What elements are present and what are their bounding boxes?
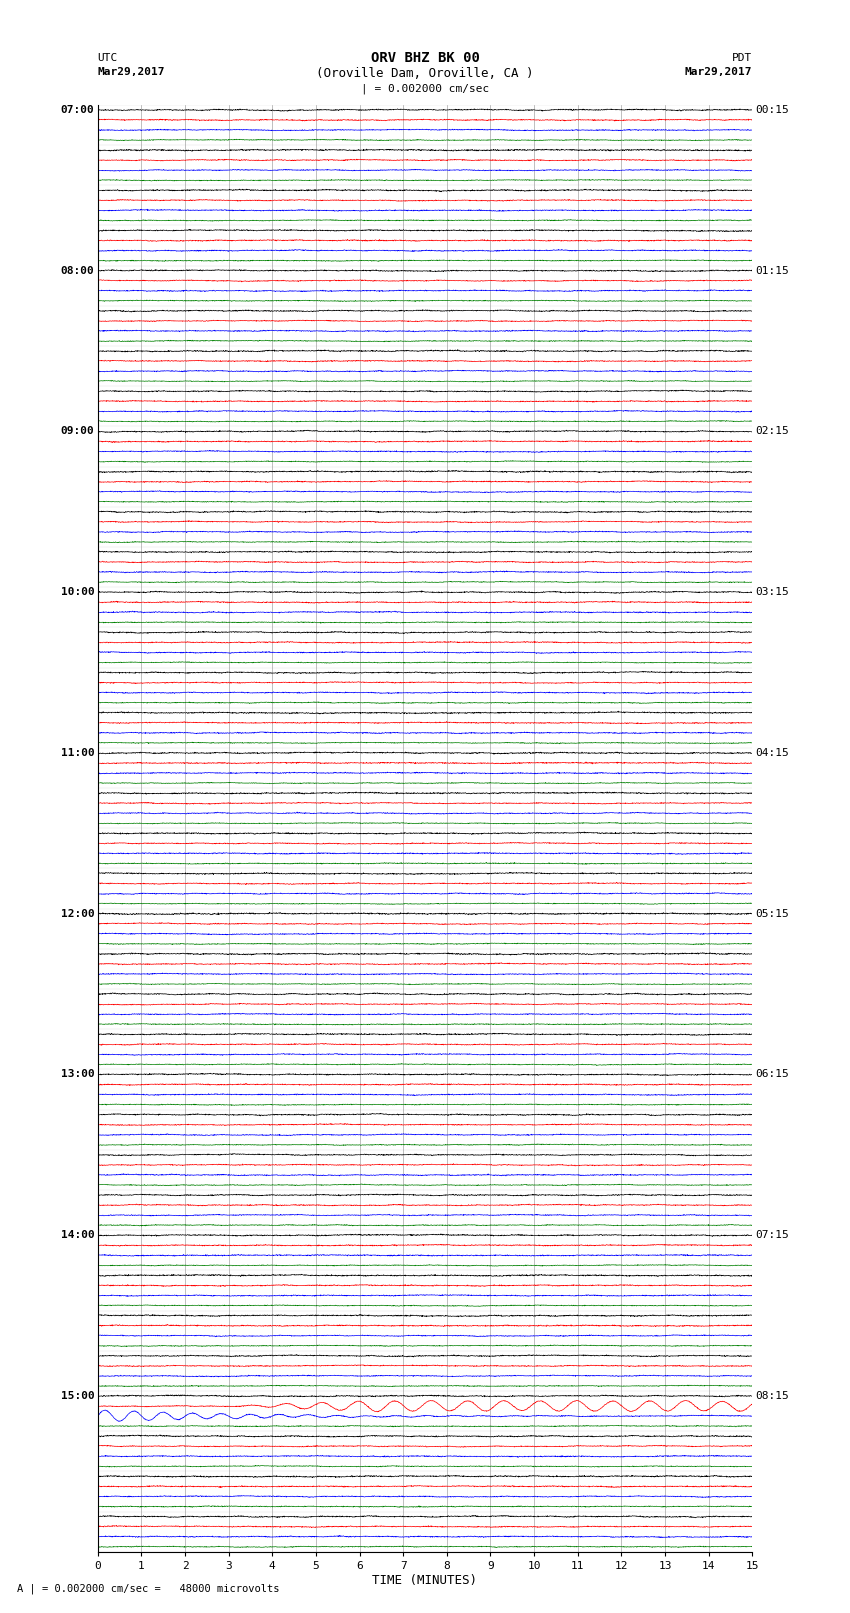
X-axis label: TIME (MINUTES): TIME (MINUTES)	[372, 1574, 478, 1587]
Text: 12:00: 12:00	[60, 908, 94, 919]
Text: 10:00: 10:00	[60, 587, 94, 597]
Text: PDT: PDT	[732, 53, 752, 63]
Text: | = 0.002000 cm/sec: | = 0.002000 cm/sec	[361, 84, 489, 94]
Text: 01:15: 01:15	[756, 266, 790, 276]
Text: 15:00: 15:00	[60, 1390, 94, 1402]
Text: 07:15: 07:15	[756, 1231, 790, 1240]
Text: 00:15: 00:15	[756, 105, 790, 115]
Text: 05:15: 05:15	[756, 908, 790, 919]
Text: Mar29,2017: Mar29,2017	[98, 68, 165, 77]
Text: 08:00: 08:00	[60, 266, 94, 276]
Text: 02:15: 02:15	[756, 426, 790, 437]
Text: Mar29,2017: Mar29,2017	[685, 68, 752, 77]
Text: UTC: UTC	[98, 53, 118, 63]
Text: 03:15: 03:15	[756, 587, 790, 597]
Text: 06:15: 06:15	[756, 1069, 790, 1079]
Text: 04:15: 04:15	[756, 748, 790, 758]
Text: (Oroville Dam, Oroville, CA ): (Oroville Dam, Oroville, CA )	[316, 66, 534, 79]
Text: 11:00: 11:00	[60, 748, 94, 758]
Text: 09:00: 09:00	[60, 426, 94, 437]
Text: A | = 0.002000 cm/sec =   48000 microvolts: A | = 0.002000 cm/sec = 48000 microvolts	[17, 1584, 280, 1594]
Text: 07:00: 07:00	[60, 105, 94, 115]
Text: 14:00: 14:00	[60, 1231, 94, 1240]
Text: ORV BHZ BK 00: ORV BHZ BK 00	[371, 52, 479, 65]
Text: 13:00: 13:00	[60, 1069, 94, 1079]
Text: 08:15: 08:15	[756, 1390, 790, 1402]
